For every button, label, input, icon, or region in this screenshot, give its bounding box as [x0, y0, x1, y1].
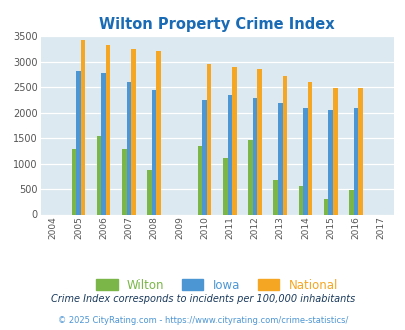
Bar — [71, 149, 76, 214]
Bar — [332, 88, 337, 214]
Legend: Wilton, Iowa, National: Wilton, Iowa, National — [92, 274, 342, 296]
Bar — [232, 67, 236, 214]
Bar — [227, 95, 232, 214]
Bar — [257, 69, 261, 215]
Bar — [252, 98, 257, 214]
Bar — [222, 158, 227, 214]
Bar — [207, 64, 211, 214]
Bar — [348, 189, 353, 214]
Bar — [307, 82, 311, 214]
Bar — [247, 140, 252, 214]
Bar — [298, 186, 303, 214]
Text: Crime Index corresponds to incidents per 100,000 inhabitants: Crime Index corresponds to incidents per… — [51, 294, 354, 304]
Bar — [282, 76, 286, 215]
Bar — [197, 146, 202, 214]
Bar — [303, 108, 307, 214]
Bar — [126, 82, 131, 214]
Bar — [76, 71, 81, 214]
Bar — [277, 103, 282, 214]
Bar — [156, 51, 160, 214]
Bar — [328, 110, 332, 214]
Text: © 2025 CityRating.com - https://www.cityrating.com/crime-statistics/: © 2025 CityRating.com - https://www.city… — [58, 316, 347, 325]
Bar — [81, 40, 85, 214]
Bar — [273, 181, 277, 214]
Bar — [131, 49, 135, 214]
Bar — [151, 90, 156, 214]
Bar — [353, 108, 357, 214]
Bar — [147, 170, 151, 214]
Title: Wilton Property Crime Index: Wilton Property Crime Index — [99, 17, 334, 32]
Bar — [101, 73, 106, 215]
Bar — [106, 45, 110, 214]
Bar — [202, 100, 207, 214]
Bar — [97, 136, 101, 214]
Bar — [323, 199, 328, 214]
Bar — [122, 149, 126, 214]
Bar — [357, 88, 362, 214]
